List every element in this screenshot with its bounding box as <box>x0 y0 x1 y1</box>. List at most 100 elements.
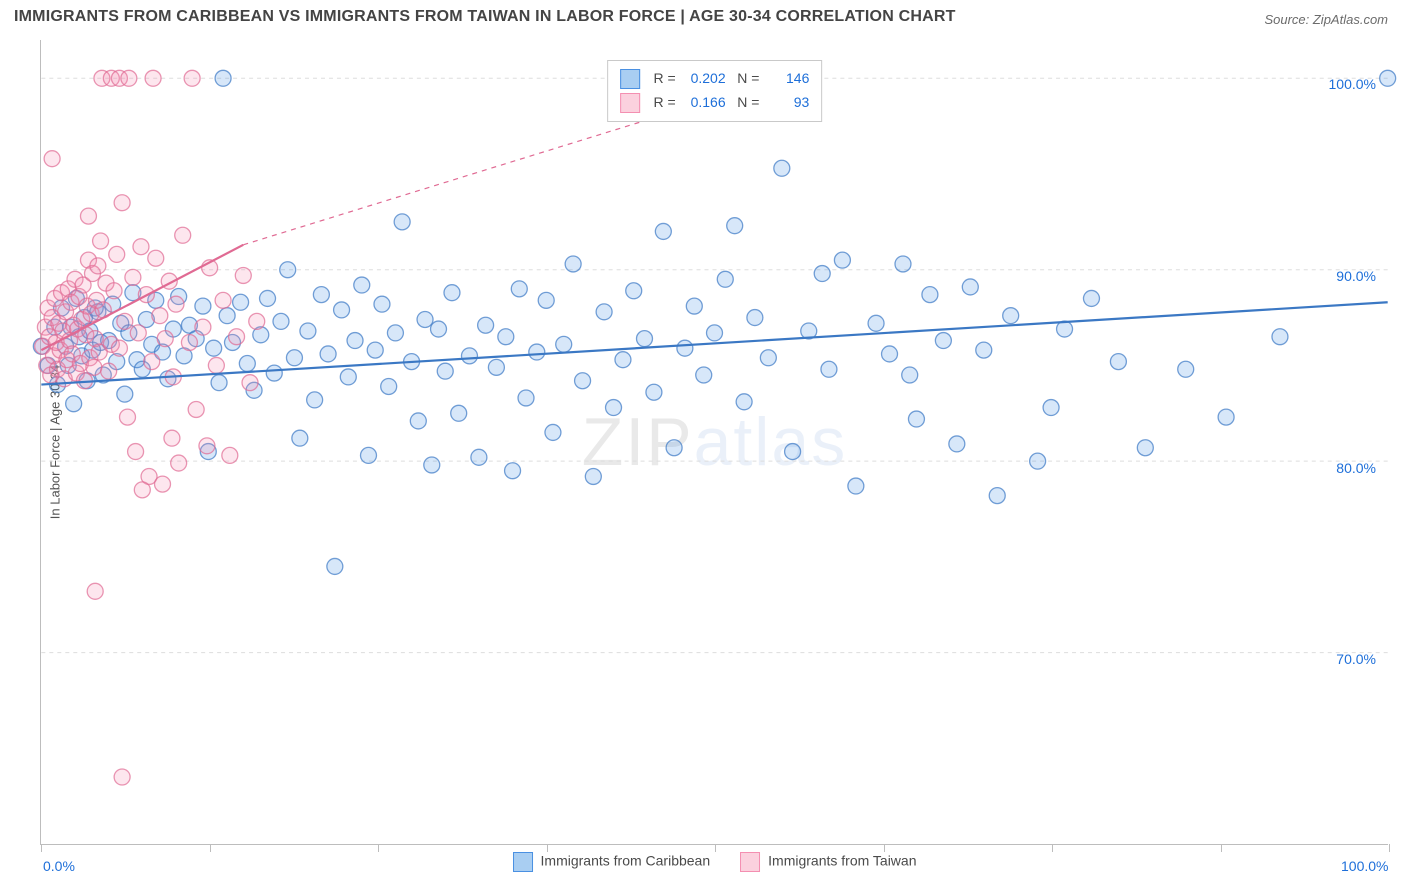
data-point <box>222 447 238 463</box>
data-point <box>188 331 204 347</box>
data-point <box>90 258 106 274</box>
scatter-layer <box>41 40 1388 844</box>
x-axis-tick <box>884 844 885 852</box>
grid-layer <box>41 40 1388 844</box>
data-point <box>79 298 95 314</box>
data-point <box>381 378 397 394</box>
data-point <box>138 287 154 303</box>
data-point <box>181 334 197 350</box>
data-point <box>134 361 150 377</box>
data-point <box>94 70 110 86</box>
data-point <box>340 369 356 385</box>
data-point <box>451 405 467 421</box>
data-point <box>511 281 527 297</box>
data-point <box>727 218 743 234</box>
trend-line <box>41 302 1387 384</box>
data-point <box>70 321 86 337</box>
data-point <box>347 333 363 349</box>
data-point <box>206 340 222 356</box>
data-point <box>242 375 258 391</box>
data-point <box>1083 290 1099 306</box>
legend-r-value: 0.202 <box>680 67 726 91</box>
data-point <box>895 256 911 272</box>
data-point <box>313 287 329 303</box>
data-point <box>66 396 82 412</box>
x-axis-tick <box>210 844 211 852</box>
data-point <box>233 294 249 310</box>
data-point <box>40 300 56 316</box>
data-point <box>171 455 187 471</box>
data-point <box>120 409 136 425</box>
data-point <box>801 323 817 339</box>
data-point <box>320 346 336 362</box>
data-point <box>215 292 231 308</box>
data-point <box>431 321 447 337</box>
data-point <box>529 344 545 360</box>
data-point <box>821 361 837 377</box>
chart-title: IMMIGRANTS FROM CARIBBEAN VS IMMIGRANTS … <box>14 8 956 26</box>
data-point <box>114 769 130 785</box>
data-point <box>260 290 276 306</box>
data-point <box>45 348 61 364</box>
data-point <box>87 300 103 316</box>
data-point <box>47 290 63 306</box>
data-point <box>63 319 79 335</box>
x-axis-tick-label: 0.0% <box>43 858 75 874</box>
data-point <box>90 304 106 320</box>
data-point <box>461 348 477 364</box>
data-point <box>195 298 211 314</box>
data-point <box>101 333 117 349</box>
x-axis-tick <box>41 844 42 852</box>
data-point <box>74 348 90 364</box>
data-point <box>280 262 296 278</box>
data-point <box>66 317 82 333</box>
data-point <box>87 583 103 599</box>
data-point <box>774 160 790 176</box>
data-point <box>161 273 177 289</box>
data-point <box>52 342 68 358</box>
data-point <box>91 344 107 360</box>
data-point <box>113 315 129 331</box>
data-point <box>585 468 601 484</box>
chart-plot-area: In Labor Force | Age 30-34 ZIPatlas R = … <box>40 40 1388 845</box>
data-point <box>707 325 723 341</box>
data-point <box>488 359 504 375</box>
trend-line <box>41 245 243 350</box>
data-point <box>111 70 127 86</box>
data-point <box>48 334 64 350</box>
data-point <box>62 333 78 349</box>
data-point <box>74 311 90 327</box>
data-point <box>175 227 191 243</box>
data-point <box>1178 361 1194 377</box>
data-point <box>410 413 426 429</box>
data-point <box>85 266 101 282</box>
data-point <box>93 233 109 249</box>
data-point <box>361 447 377 463</box>
data-point <box>273 313 289 329</box>
data-point <box>606 400 622 416</box>
data-point <box>103 336 119 352</box>
data-point <box>367 342 383 358</box>
data-point <box>575 373 591 389</box>
data-point <box>565 256 581 272</box>
data-point <box>498 329 514 345</box>
data-point <box>164 430 180 446</box>
data-point <box>286 350 302 366</box>
data-point <box>229 329 245 345</box>
data-point <box>666 440 682 456</box>
data-point <box>121 325 137 341</box>
data-point <box>239 356 255 372</box>
data-point <box>138 311 154 327</box>
data-point <box>155 476 171 492</box>
data-point <box>424 457 440 473</box>
data-point <box>1043 400 1059 416</box>
data-point <box>128 444 144 460</box>
x-axis-tick <box>1221 844 1222 852</box>
x-axis-tick-label: 100.0% <box>1341 858 1388 874</box>
data-point <box>63 294 79 310</box>
bottom-legend: Immigrants from CaribbeanImmigrants from… <box>513 852 917 872</box>
data-point <box>814 266 830 282</box>
y-axis-tick-label: 100.0% <box>1329 76 1376 92</box>
data-point <box>80 252 96 268</box>
data-point <box>225 334 241 350</box>
